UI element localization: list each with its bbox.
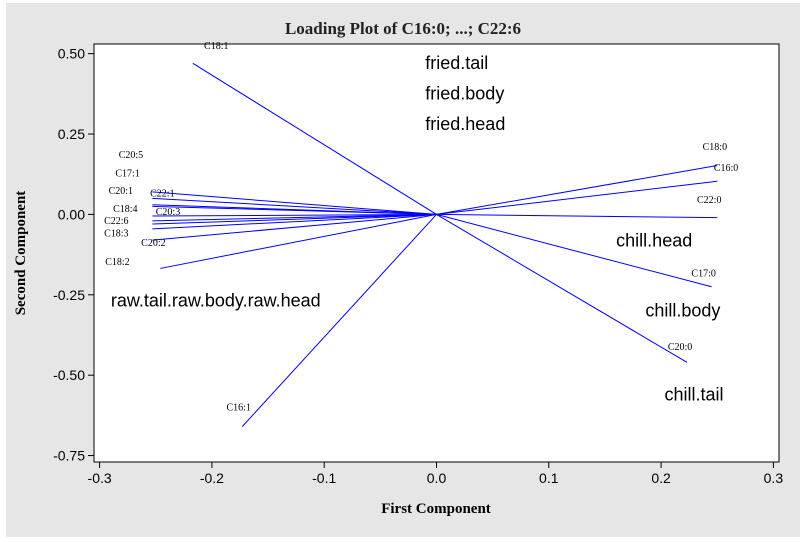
variable-label: C22:1: [150, 189, 174, 200]
variable-label: C16:0: [714, 163, 738, 174]
y-tick-label: -0.25: [53, 287, 85, 303]
variable-label: C17:0: [691, 268, 715, 279]
group-annotation: chill.body: [645, 301, 720, 321]
y-tick-label: -0.50: [53, 367, 85, 383]
loading-line: [152, 197, 437, 215]
loading-line: [160, 213, 437, 269]
x-tick-label: 0.3: [764, 470, 784, 486]
y-tick-label: 0.25: [58, 126, 85, 142]
variable-label: C18:0: [703, 142, 727, 153]
x-axis-label: First Component: [381, 501, 491, 517]
loading-line: [436, 165, 718, 215]
x-tick-label: 0.0: [427, 470, 447, 486]
y-tick-label: -0.75: [53, 448, 85, 464]
group-annotation: chill.tail: [664, 384, 723, 404]
loading-line: [152, 213, 437, 230]
variable-label: C22:6: [104, 216, 128, 227]
x-tick-label: 0.2: [651, 470, 671, 486]
variable-label: C18:3: [104, 228, 128, 239]
group-annotation: fried.body: [425, 83, 504, 103]
chart-frame: Loading Plot of C16:0; ...; C22:6 First …: [6, 3, 800, 537]
loading-line: [152, 205, 437, 215]
plot-area: [93, 43, 780, 463]
axes: -0.3 -0.2 -0.1 0.0 0.1 0.2 0.3 0.50 0.25 0.00 -0.2…: [53, 46, 783, 486]
x-tick-label: -0.2: [200, 470, 224, 486]
loading-line: [436, 180, 718, 215]
loading-line: [436, 213, 688, 363]
x-tick-label: -0.1: [312, 470, 336, 486]
x-tick-label: -0.3: [88, 470, 112, 486]
loading-line: [152, 213, 437, 222]
variable-label: C17:1: [115, 168, 139, 179]
loading-line: [152, 213, 437, 241]
loading-line: [241, 214, 437, 427]
loading-lines: [152, 62, 718, 427]
variable-label: C20:1: [109, 186, 133, 197]
variable-labels: C18:1 C20:5 C17:1 C20:1 C22:1 C18:4 C20:3 C22:6…: [104, 41, 738, 414]
y-tick-label: 0.50: [58, 46, 85, 62]
y-axis-label: Second Component: [13, 191, 29, 316]
loading-line: [152, 213, 437, 217]
y-tick-label: 0.00: [58, 206, 85, 222]
group-annotation: raw.tail.raw.body.raw.head: [111, 291, 321, 311]
loading-line: [152, 191, 437, 215]
loading-plot: Loading Plot of C16:0; ...; C22:6 First …: [13, 19, 783, 517]
group-annotations: fried.tail fried.body fried.head chill.head…: [111, 53, 724, 405]
variable-label: C20:2: [141, 238, 165, 249]
group-annotation: fried.tail: [425, 53, 488, 73]
variable-label: C16:1: [227, 403, 251, 414]
variable-label: C18:4: [113, 204, 137, 215]
loading-line: [152, 213, 437, 225]
loading-line: [192, 62, 437, 215]
variable-label: C20:3: [156, 207, 180, 218]
group-annotation: chill.head: [616, 231, 692, 251]
x-tick-label: 0.1: [539, 470, 559, 486]
variable-label: C20:0: [668, 342, 692, 353]
loading-line: [436, 213, 712, 288]
loading-line: [436, 213, 718, 219]
group-annotation: fried.head: [425, 114, 505, 134]
chart-title: Loading Plot of C16:0; ...; C22:6: [285, 19, 521, 38]
variable-label: C18:2: [105, 257, 129, 268]
variable-label: C22:0: [697, 195, 721, 206]
variable-label: C18:1: [204, 41, 228, 52]
variable-label: C20:5: [119, 150, 143, 161]
